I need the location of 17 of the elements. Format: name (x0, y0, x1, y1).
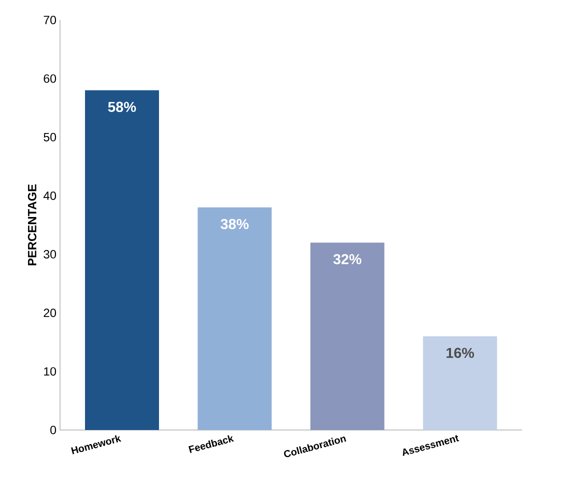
y-tick-label: 10 (44, 367, 56, 376)
bar (310, 242, 384, 430)
data-label: 38% (220, 218, 249, 230)
data-label: 32% (333, 254, 362, 264)
bar (423, 336, 498, 430)
y-tick-label: 50 (44, 132, 56, 142)
y-tick-label: 40 (43, 191, 56, 200)
y-tick-label: 60 (44, 74, 56, 83)
y-tick-label: 70 (44, 16, 56, 24)
data-label: 16% (446, 348, 474, 358)
y-tick-label: 0 (50, 426, 56, 434)
bar (198, 207, 272, 430)
bar (85, 90, 159, 430)
data-label: 58% (108, 102, 136, 112)
y-tick-label: 30 (44, 250, 56, 259)
y-tick-label: 20 (44, 308, 56, 318)
y-axis-title: PERCENTAGE (28, 184, 36, 266)
